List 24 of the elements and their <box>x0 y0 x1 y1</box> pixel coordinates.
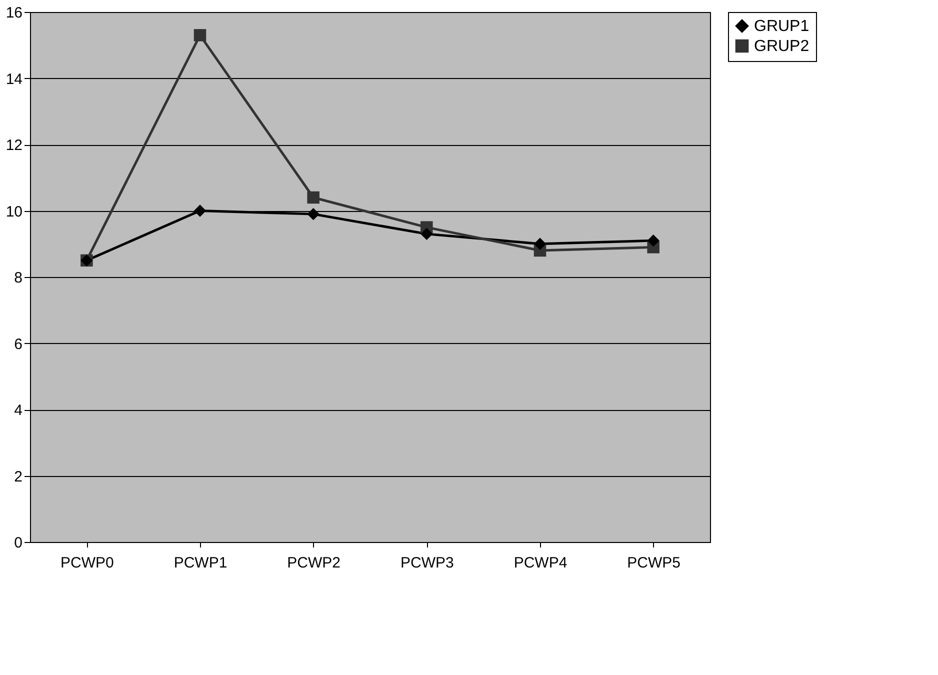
x-tick-label: PCWP1 <box>174 554 228 572</box>
legend-label: GRUP2 <box>754 38 810 55</box>
y-tick-label: 0 <box>14 534 22 552</box>
x-tick-label: PCWP5 <box>627 554 681 572</box>
y-tick-label: 8 <box>14 270 22 286</box>
x-tick-label: PCWP2 <box>287 554 341 572</box>
x-tick-label: PCWP0 <box>60 554 114 572</box>
point <box>194 204 206 217</box>
point <box>647 234 660 247</box>
x-tick-label: PCWP4 <box>514 554 568 572</box>
y-tick-label: 10 <box>6 203 22 220</box>
y-tick-label: 14 <box>6 70 22 88</box>
y-tick-label: 4 <box>14 402 22 419</box>
y-tick-label: 12 <box>6 137 22 154</box>
y-tick-label: 16 <box>6 4 22 22</box>
point <box>420 228 433 240</box>
legend-label: GRUP1 <box>754 18 810 35</box>
x-tick-label: PCWP3 <box>400 554 454 572</box>
point <box>194 29 206 42</box>
y-tick-label: 6 <box>14 336 22 353</box>
point <box>307 191 320 204</box>
point <box>307 208 320 220</box>
y-tick-label: 2 <box>14 468 22 486</box>
point <box>534 238 546 250</box>
